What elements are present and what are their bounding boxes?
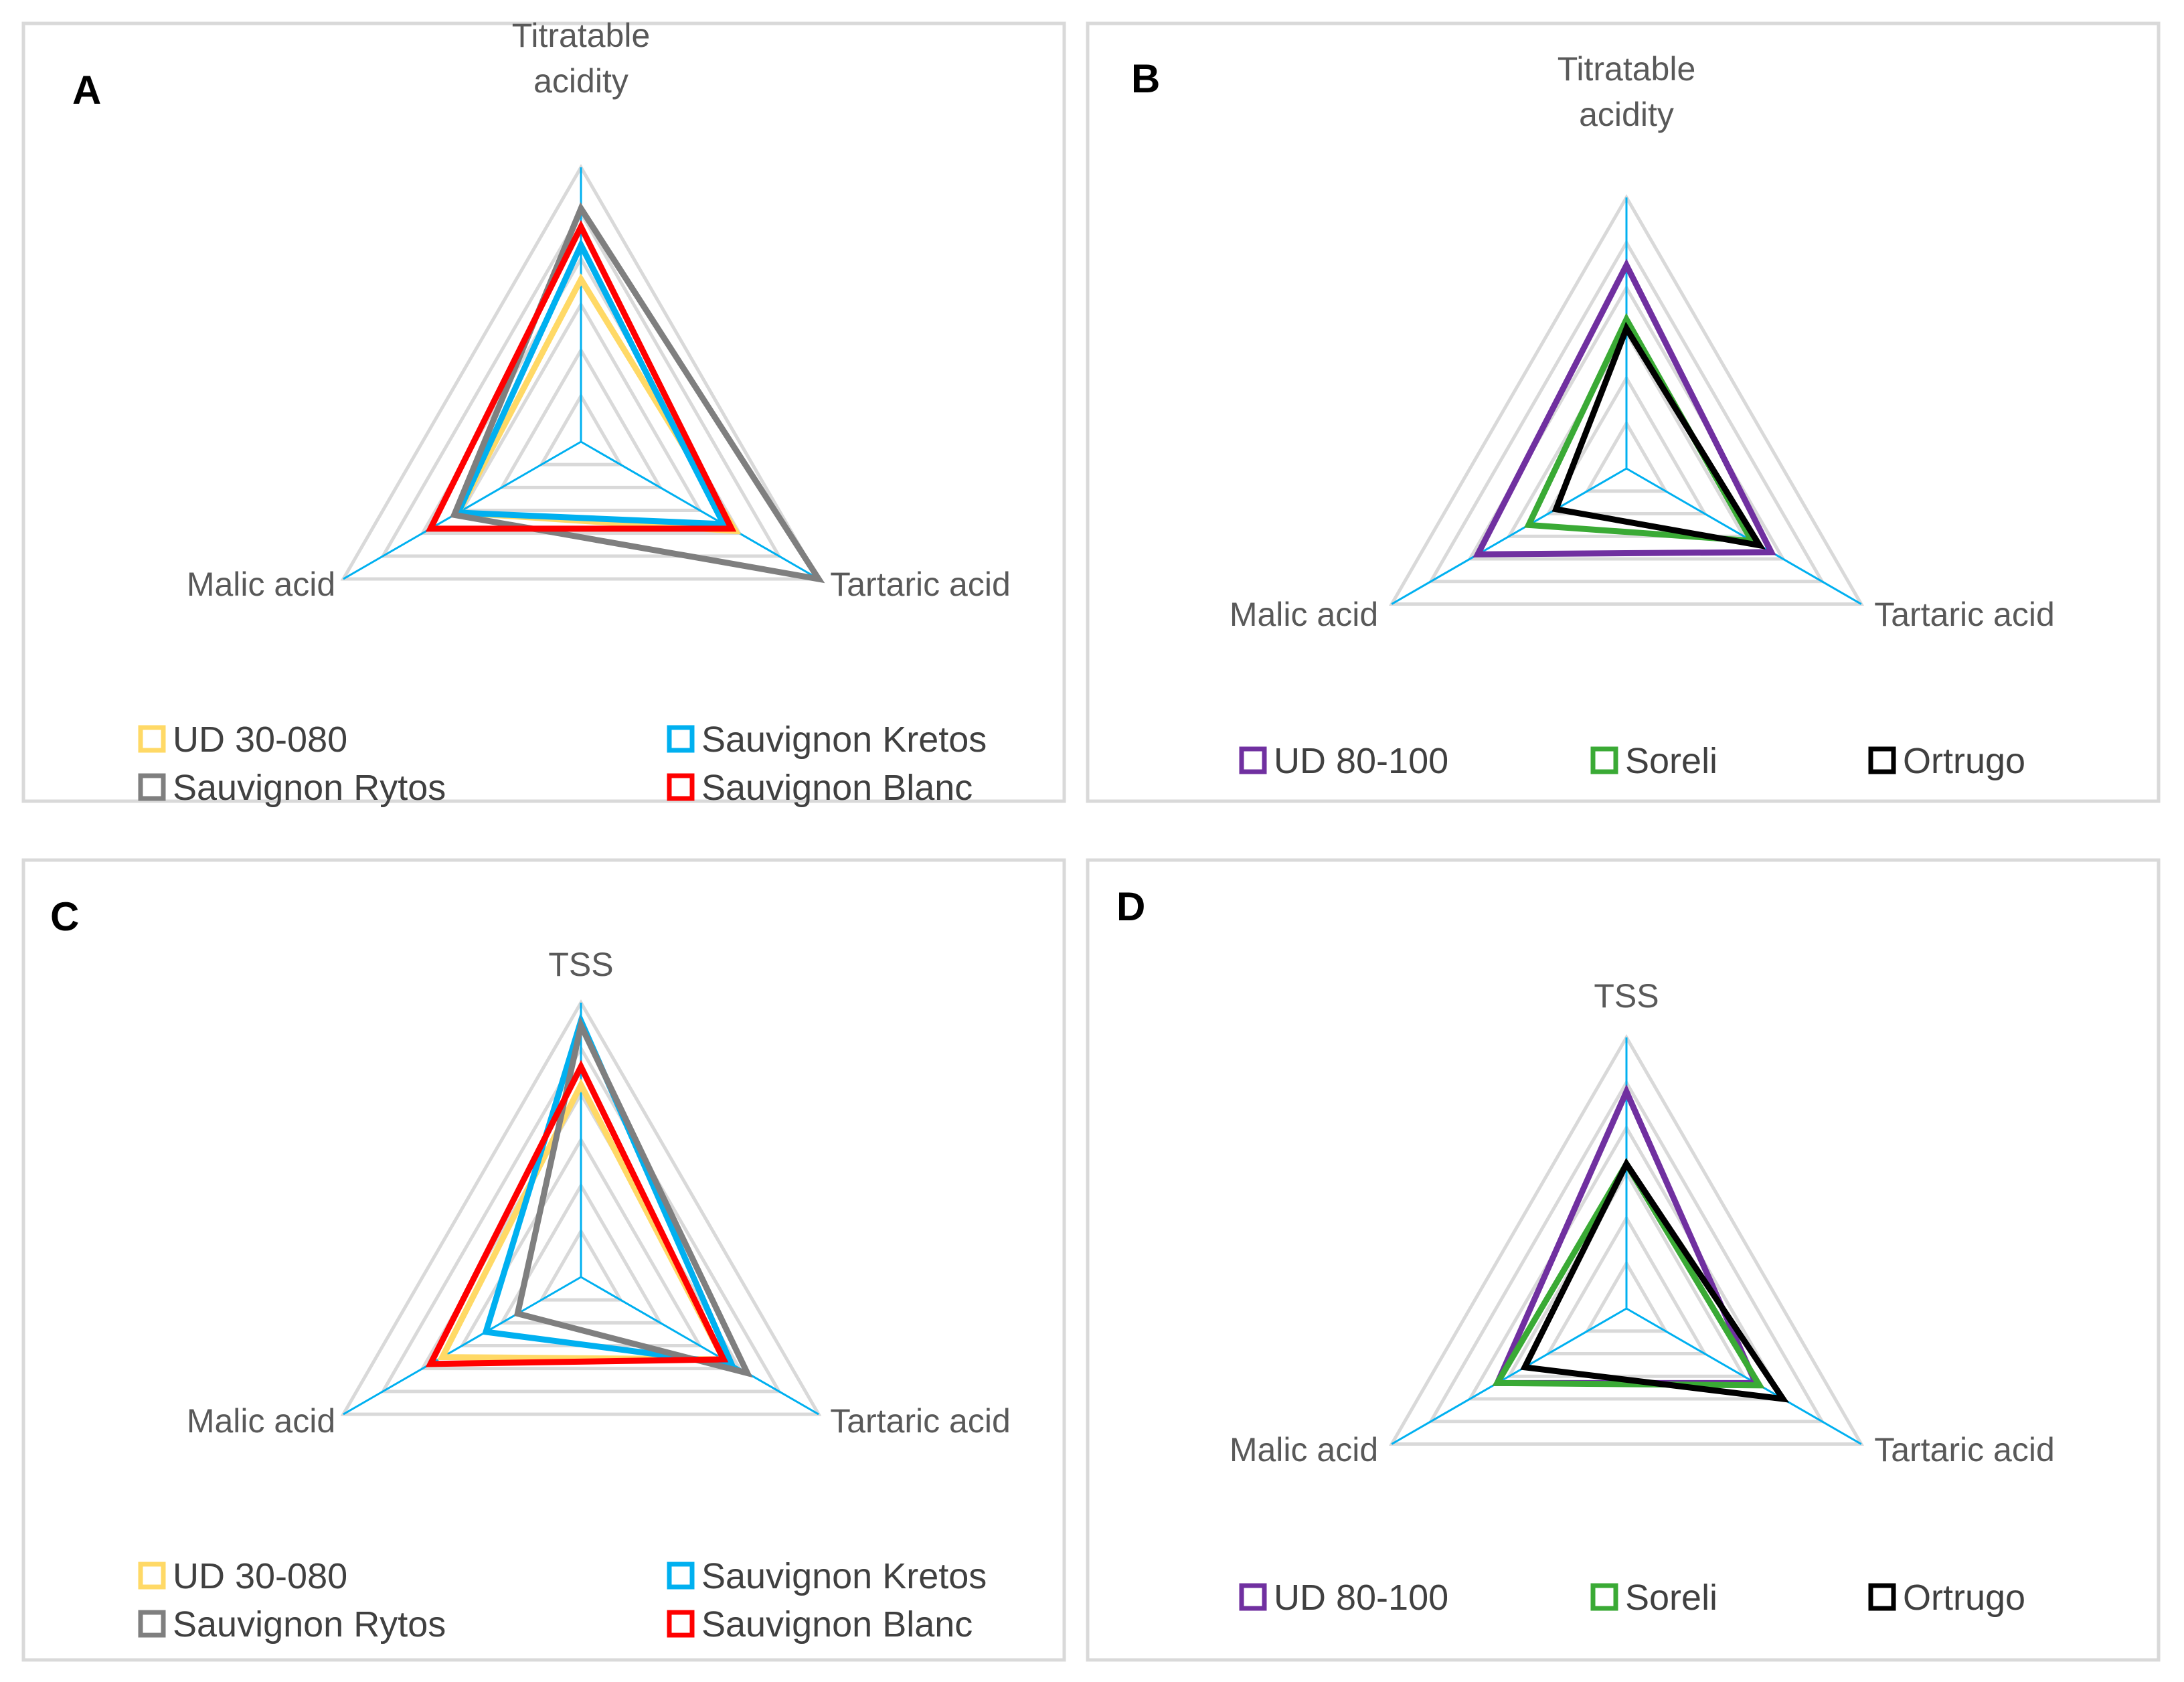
legend-swatch (669, 1564, 692, 1587)
legend-item-soreli: Soreli (1593, 1578, 1717, 1618)
legend-label: Ortrugo (1903, 1578, 2025, 1618)
legend-item-ud-80-100: UD 80-100 (1242, 1578, 1448, 1618)
legend-swatch (141, 1612, 163, 1635)
axis-label-titratable-acidity-line2: acidity (1579, 96, 1674, 133)
legend-swatch (669, 776, 692, 798)
legend: UD 30-080 Sauvignon Kretos Sauvignon Rytos… (141, 1556, 987, 1645)
legend-label: Sauvignon Rytos (173, 768, 446, 808)
axis-label-tartaric-acid: Tartaric acid (1874, 1431, 2055, 1468)
legend-item-sauvignon-rytos: Sauvignon Rytos (141, 1604, 446, 1645)
series-sauvignon-blanc (430, 1067, 724, 1364)
legend-label: Soreli (1625, 741, 1717, 781)
legend-label: Sauvignon Kretos (701, 720, 987, 760)
legend-item-ortrugo: Ortrugo (1871, 741, 2025, 781)
axis-label-tartaric-acid: Tartaric acid (830, 566, 1011, 603)
legend-label: UD 30-080 (173, 720, 347, 760)
panel-letter: B (1131, 56, 1160, 101)
legend-swatch (141, 776, 163, 798)
legend-swatch (1593, 1586, 1616, 1608)
legend: UD 30-080 Sauvignon Kretos Sauvignon Rytos… (141, 720, 987, 808)
axis-label-tss: TSS (1594, 977, 1659, 1015)
panel-letter: D (1116, 884, 1145, 929)
legend-swatch (1242, 749, 1264, 772)
figure-canvas: A Titratable acidity Tartaric acid Malic aci… (0, 0, 2184, 1682)
axis-label-malic-acid: Malic acid (187, 566, 335, 603)
legend-item-sauvignon-rytos: Sauvignon Rytos (141, 768, 446, 808)
legend-label: Sauvignon Blanc (701, 1604, 973, 1645)
legend-item-sauvignon-blanc: Sauvignon Blanc (669, 1604, 973, 1645)
legend-swatch (1871, 749, 1894, 772)
legend-item-sauvignon-kretos: Sauvignon Kretos (669, 720, 987, 760)
axis-label-malic-acid: Malic acid (1230, 1431, 1378, 1468)
axis-label-malic-acid: Malic acid (187, 1402, 335, 1440)
axis-label-tss: TSS (548, 946, 613, 983)
panel-letter: C (50, 894, 79, 939)
axis-label-tartaric-acid: Tartaric acid (1874, 596, 2055, 633)
axis-label-titratable-acidity-line1: Titratable (1558, 50, 1696, 88)
panel-b: B Titratable acidity Tartaric acid Malic aci… (1088, 23, 2159, 801)
legend-swatch (669, 728, 692, 750)
legend-label: Soreli (1625, 1578, 1717, 1618)
legend-item-ud-80-100: UD 80-100 (1242, 741, 1448, 781)
legend-swatch (1593, 749, 1616, 772)
legend-label: Sauvignon Rytos (173, 1604, 446, 1645)
legend-swatch (669, 1612, 692, 1635)
legend-item-sauvignon-blanc: Sauvignon Blanc (669, 768, 973, 808)
axis-label-tartaric-acid: Tartaric acid (830, 1402, 1011, 1440)
figure: A Titratable acidity Tartaric acid Malic aci… (0, 0, 2184, 1682)
axis-label-malic-acid: Malic acid (1230, 596, 1378, 633)
legend-swatch (1242, 1586, 1264, 1608)
panel-c: C TSS Tartaric acid Malic acid UD 30-080 Sauv… (23, 860, 1064, 1660)
panel-a: A Titratable acidity Tartaric acid Malic aci… (23, 17, 1064, 808)
legend-item-ortrugo: Ortrugo (1871, 1578, 2025, 1618)
legend-label: Sauvignon Kretos (701, 1556, 987, 1596)
legend-label: UD 80-100 (1274, 741, 1448, 781)
legend-swatch (141, 728, 163, 750)
axis-label-titratable-acidity-line1: Titratable (512, 17, 651, 54)
legend-swatch (141, 1564, 163, 1587)
legend-label: UD 80-100 (1274, 1578, 1448, 1618)
axis-label-titratable-acidity-line2: acidity (533, 62, 628, 100)
legend-swatch (1871, 1586, 1894, 1608)
legend: UD 80-100 Soreli Ortrugo (1242, 1578, 2025, 1618)
legend-item-soreli: Soreli (1593, 741, 1717, 781)
panel-letter: A (72, 68, 101, 112)
legend-label: UD 30-080 (173, 1556, 347, 1596)
panel-frame (1088, 23, 2159, 801)
panel-frame (23, 860, 1064, 1660)
legend-label: Sauvignon Blanc (701, 768, 973, 808)
legend-item-ud-30-080: UD 30-080 (141, 1556, 347, 1596)
legend-label: Ortrugo (1903, 741, 2025, 781)
legend-item-ud-30-080: UD 30-080 (141, 720, 347, 760)
legend: UD 80-100 Soreli Ortrugo (1242, 741, 2025, 781)
panel-d: D TSS Tartaric acid Malic acid UD 80-100 Sore… (1088, 860, 2159, 1660)
legend-item-sauvignon-kretos: Sauvignon Kretos (669, 1556, 987, 1596)
